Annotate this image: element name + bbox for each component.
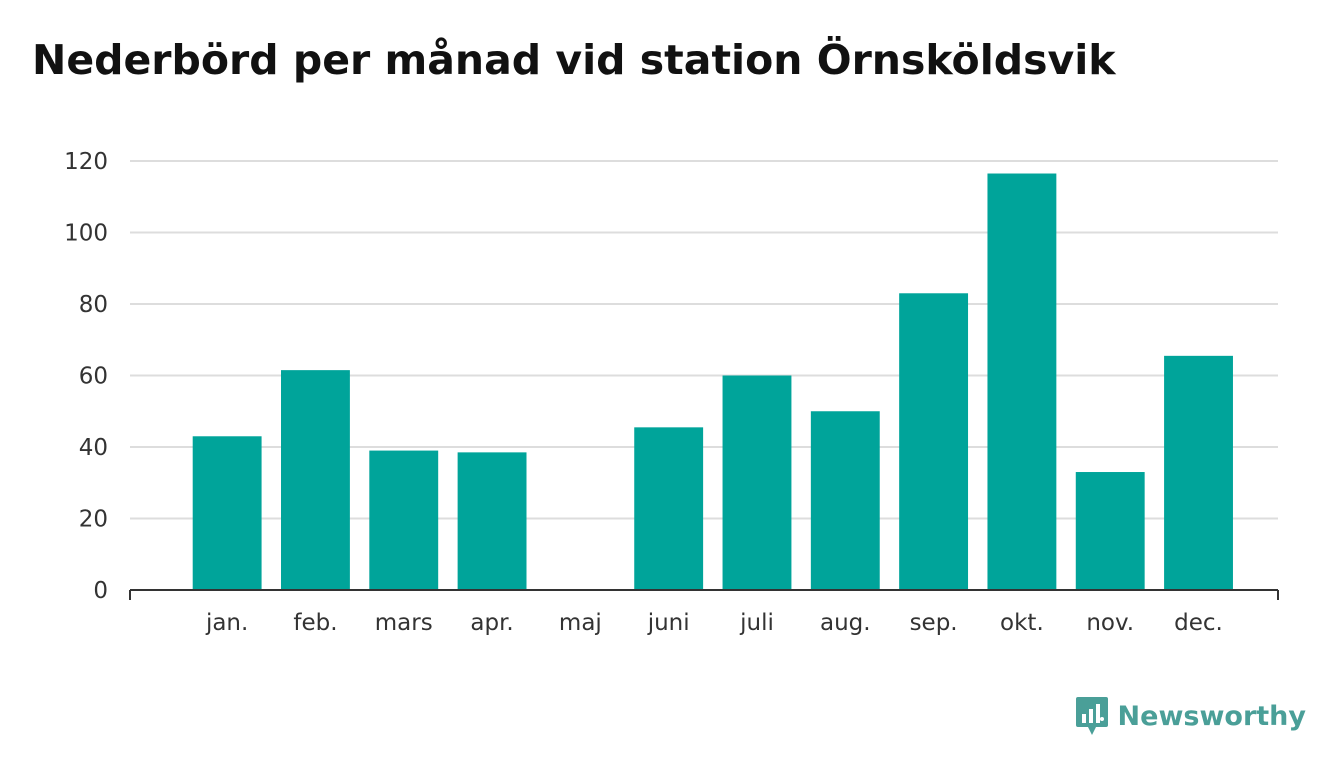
x-tick-label: aug. bbox=[820, 610, 871, 636]
bar bbox=[1164, 355, 1233, 590]
x-tick-labels: jan. feb. mars apr. maj juni juli aug. sep. okt. n… bbox=[205, 610, 1223, 636]
bar bbox=[899, 293, 969, 590]
x-tick-label: sep. bbox=[910, 610, 958, 636]
bar bbox=[281, 370, 350, 590]
bar bbox=[987, 173, 1057, 590]
x-tick-label: maj bbox=[559, 610, 602, 636]
x-tick-label: juni bbox=[647, 610, 690, 636]
y-tick-label: 60 bbox=[79, 364, 108, 390]
bar bbox=[1075, 472, 1145, 590]
y-tick-label: 120 bbox=[64, 149, 108, 175]
y-tick-labels: 0 20 40 60 80 100 120 bbox=[64, 149, 108, 604]
x-tick-label: juli bbox=[739, 610, 774, 636]
x-tick-label: okt. bbox=[1000, 610, 1044, 636]
x-tick-label: nov. bbox=[1086, 610, 1134, 636]
x-tick-label: apr. bbox=[470, 610, 513, 636]
x-tick-label: feb. bbox=[293, 610, 337, 636]
x-tick-label: dec. bbox=[1174, 610, 1223, 636]
y-tick-label: 80 bbox=[79, 292, 108, 318]
bar bbox=[634, 427, 704, 590]
brand-name: Newsworthy bbox=[1117, 700, 1306, 732]
chart-title: Nederbörd per månad vid station Örnsköld… bbox=[32, 36, 1116, 84]
y-tick-label: 20 bbox=[79, 507, 108, 533]
bars bbox=[192, 173, 1233, 590]
x-tick-label: jan. bbox=[205, 610, 248, 636]
y-tick-label: 40 bbox=[79, 435, 108, 461]
bar bbox=[722, 375, 792, 590]
bar bbox=[457, 452, 527, 590]
newsworthy-logo: Newsworthy bbox=[1074, 695, 1306, 737]
y-tick-label: 0 bbox=[93, 578, 108, 604]
y-tick-label: 100 bbox=[64, 221, 108, 247]
chart-bubble-icon bbox=[1075, 697, 1108, 735]
bar bbox=[810, 411, 880, 590]
bar bbox=[369, 450, 439, 590]
axes bbox=[129, 589, 1279, 600]
bar bbox=[192, 436, 262, 590]
x-tick-label: mars bbox=[375, 610, 433, 636]
